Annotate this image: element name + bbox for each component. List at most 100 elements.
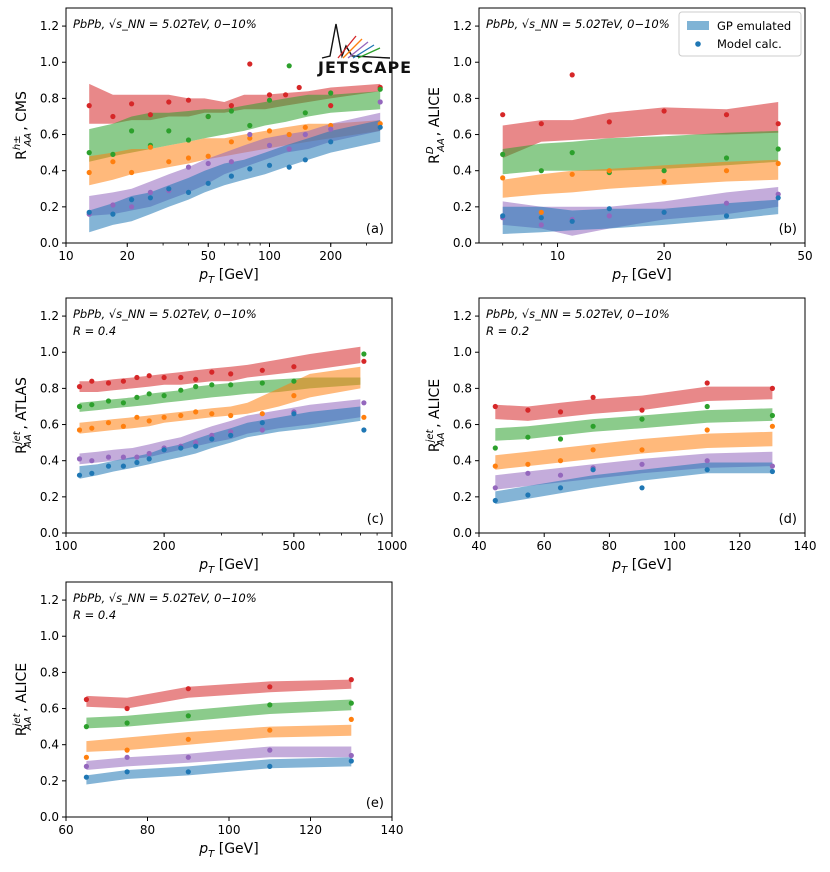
x-label-p: p <box>198 557 208 573</box>
model-point-blue <box>348 758 354 764</box>
model-point-blue <box>205 180 211 186</box>
collision-annotation: PbPb, √s_NN = 5.02TeV, 0−10% <box>73 17 257 31</box>
y-tick-label: 0.8 <box>40 665 59 679</box>
panel-tag: (d) <box>779 512 797 527</box>
model-point-purple <box>124 754 130 760</box>
model-point-purple <box>76 456 83 462</box>
axes-frame <box>478 7 806 244</box>
y-label-r: R <box>14 150 30 160</box>
model-point-red <box>525 407 531 413</box>
gp-band-red <box>86 679 352 709</box>
model-point-purple <box>83 763 89 770</box>
gp-band-blue <box>495 462 773 505</box>
model-point-blue <box>361 427 367 433</box>
radius-annotation: R = 0.4 <box>73 324 116 338</box>
model-point-green <box>89 402 95 408</box>
model-point-blue <box>704 467 710 473</box>
x-tick-label: 60 <box>58 823 73 837</box>
x-tick-label: 80 <box>602 539 617 553</box>
y-label-exp: , ALICE <box>427 87 443 136</box>
plot-area <box>83 677 354 785</box>
model-point-green <box>704 403 710 410</box>
model-point-green <box>302 110 308 116</box>
model-point-orange <box>267 727 273 733</box>
model-point-green <box>590 423 596 429</box>
model-point-blue <box>557 485 564 491</box>
model-point-green <box>492 445 498 451</box>
y-axis-label: Rh±AA , CMS <box>12 91 34 160</box>
y-label-exp: , ALICE <box>427 379 443 428</box>
x-label-p: p <box>611 557 621 573</box>
model-point-orange <box>205 153 211 159</box>
model-point-blue <box>86 209 92 215</box>
model-point-orange <box>110 159 116 165</box>
model-point-blue <box>492 497 498 504</box>
model-point-blue <box>538 215 544 221</box>
model-point-green <box>193 384 199 390</box>
model-point-red <box>590 394 596 400</box>
y-tick-label: 0.6 <box>40 128 59 142</box>
panel-tag: (c) <box>367 512 384 527</box>
model-point-green <box>110 151 116 157</box>
y-axis-label: RjetAA , ATLAS <box>12 377 34 454</box>
model-point-blue <box>166 186 172 192</box>
x-label-unit: [GeV] <box>214 841 258 857</box>
y-tick-label: 0.4 <box>453 454 472 468</box>
axes-frame <box>478 297 806 534</box>
model-point-blue <box>105 463 112 469</box>
model-point-purple <box>209 432 215 438</box>
model-point-green <box>377 86 383 92</box>
model-point-blue <box>525 492 531 498</box>
model-point-orange <box>209 411 215 417</box>
axes-frame <box>65 7 393 244</box>
x-tick-label: 100 <box>258 249 281 263</box>
model-point-blue <box>247 166 253 172</box>
x-axis-label: pT [GeV] <box>198 267 258 286</box>
model-point-red <box>166 99 172 105</box>
model-point-orange <box>492 463 498 469</box>
model-point-red <box>105 380 112 386</box>
logo-text: JETSCAPE <box>317 58 412 77</box>
model-point-orange <box>146 418 152 424</box>
model-point-orange <box>134 414 140 420</box>
radius-annotation: R = 0.2 <box>486 324 529 338</box>
model-point-blue <box>178 445 184 451</box>
y-tick-label: 0.4 <box>40 454 59 468</box>
model-point-blue <box>83 774 89 780</box>
gp-band-orange <box>79 366 361 434</box>
legend-model-label: Model calc. <box>717 37 782 51</box>
gp-band-purple <box>86 746 352 770</box>
model-point-blue <box>723 213 730 219</box>
collision-annotation: PbPb, √s_NN = 5.02TeV, 0−10% <box>486 17 670 31</box>
model-point-blue <box>266 162 273 168</box>
y-tick-label: 0.6 <box>40 418 59 432</box>
jetscape-logo: JETSCAPE <box>317 23 412 77</box>
model-point-purple <box>185 754 191 760</box>
model-point-orange <box>525 461 531 467</box>
model-point-orange <box>228 139 234 145</box>
x-axis-label: pT [GeV] <box>198 841 258 860</box>
chart-panel-d: 0.0 0.2 0.4 0.6 0.8 1.0 1.2 40 60 80 100 120 140 pT [… <box>425 297 816 576</box>
model-point-purple <box>723 200 730 206</box>
x-tick-label: 500 <box>282 539 305 553</box>
chart-panel-a: 0.0 0.2 0.4 0.6 0.8 1.0 1.2 10 20 50 100 200 pT [GeV… <box>12 7 393 286</box>
gp-band-orange <box>495 431 773 470</box>
x-label-sub: T <box>621 275 628 286</box>
model-point-orange <box>147 144 153 150</box>
x-label-unit: [GeV] <box>214 267 258 283</box>
model-point-purple <box>361 400 367 406</box>
model-point-green <box>209 382 215 388</box>
model-point-red <box>569 72 575 78</box>
model-point-red <box>89 378 95 384</box>
y-label-sup: h± <box>12 135 23 150</box>
y-tick-label: 0.6 <box>453 418 472 432</box>
plot-area <box>492 380 776 505</box>
y-label-r: R <box>14 444 30 454</box>
y-axis-label: RjetAA , ALICE <box>12 663 34 736</box>
model-point-blue <box>259 420 265 426</box>
model-point-orange <box>185 736 191 742</box>
model-point-orange <box>166 159 172 165</box>
x-tick-label: 10 <box>58 249 73 263</box>
model-point-purple <box>247 131 253 138</box>
y-label-sub: AA <box>23 434 34 449</box>
